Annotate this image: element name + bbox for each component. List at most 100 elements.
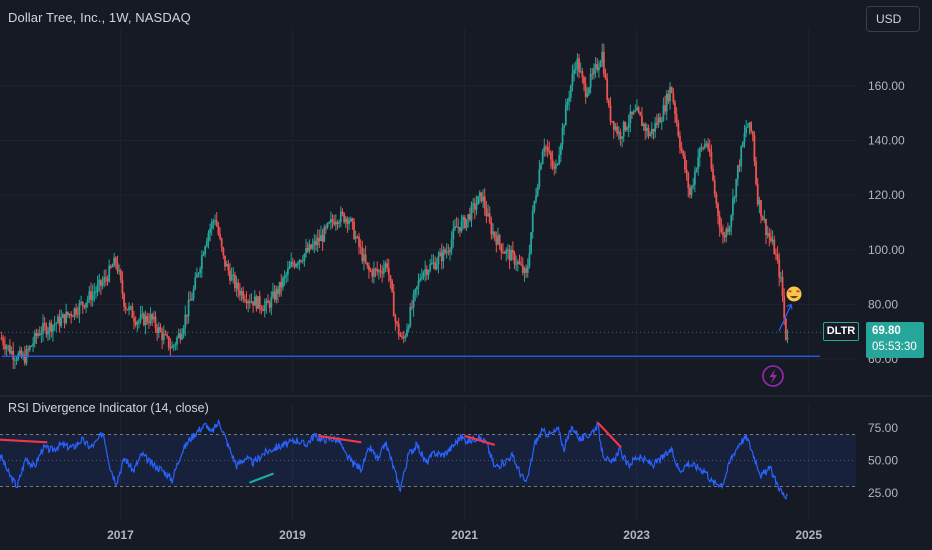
candle (179, 328, 182, 344)
candle (478, 190, 481, 204)
candle (680, 141, 683, 154)
candle (432, 254, 435, 269)
candle (111, 263, 114, 268)
candle (647, 124, 650, 139)
candle (118, 264, 121, 275)
candle (159, 323, 162, 333)
candle (723, 231, 726, 243)
candle (267, 294, 269, 304)
candle (430, 254, 433, 265)
candle (248, 294, 251, 309)
candle (376, 261, 379, 276)
candle (373, 261, 375, 284)
candle (156, 323, 159, 341)
candle (679, 131, 681, 154)
candle (586, 87, 589, 98)
candle (27, 345, 30, 358)
candle (136, 320, 139, 332)
bearish-divergence-line (0, 438, 48, 444)
candle (695, 167, 698, 173)
candle (65, 303, 68, 325)
candle (571, 64, 574, 92)
candle (328, 220, 331, 225)
rsi-indicator-title[interactable]: RSI Divergence Indicator (14, close) (8, 401, 209, 415)
candle (490, 216, 493, 240)
candle (320, 225, 322, 242)
candle (323, 224, 326, 243)
candle (227, 259, 230, 276)
candle (191, 292, 193, 301)
candle (761, 215, 764, 221)
candle (596, 57, 599, 73)
candle (467, 213, 470, 228)
candle (181, 328, 183, 341)
candle (510, 245, 513, 261)
candle (369, 267, 372, 273)
candle (106, 275, 109, 286)
candle (416, 285, 418, 298)
candle (722, 224, 724, 244)
candle (37, 329, 39, 339)
candle (718, 210, 721, 237)
candle (713, 175, 716, 198)
candle (98, 273, 101, 293)
candle (516, 259, 519, 272)
candle (685, 160, 688, 181)
candle (272, 282, 274, 299)
candle (57, 314, 59, 324)
candle (176, 335, 178, 350)
candle (444, 247, 446, 255)
candle (468, 207, 471, 223)
candle (2, 335, 5, 350)
candle (285, 271, 288, 284)
candle (100, 279, 102, 296)
candle (33, 329, 36, 348)
candle (250, 293, 253, 304)
candle (9, 339, 11, 355)
candle (80, 295, 82, 306)
candle (445, 243, 448, 259)
candle (364, 245, 367, 265)
rsi-tick-label: 25.00 (868, 486, 898, 500)
candle (143, 311, 145, 327)
candle (30, 345, 33, 347)
candle (740, 144, 743, 172)
candle (411, 300, 413, 311)
candle (684, 151, 686, 174)
candle (243, 294, 246, 303)
candle (217, 221, 220, 237)
candle (348, 217, 350, 231)
candle (397, 317, 400, 340)
candle (296, 261, 299, 269)
candle (745, 119, 748, 138)
candle (720, 218, 723, 234)
candle (258, 290, 261, 314)
price-tick-label: 80.00 (868, 297, 898, 311)
candle (422, 270, 425, 281)
candle (675, 107, 678, 127)
candle (83, 304, 86, 310)
currency-button[interactable]: USD (866, 6, 920, 32)
candle (760, 199, 762, 224)
candle (639, 111, 642, 116)
candle (710, 144, 713, 172)
candle (735, 178, 738, 203)
candle (93, 282, 96, 302)
candle (63, 314, 66, 329)
candle (528, 244, 531, 269)
chart-title: Dollar Tree, Inc., 1W, NASDAQ (8, 10, 191, 25)
candle (617, 126, 620, 141)
candle (758, 196, 761, 214)
bearish-divergence-line (597, 422, 622, 449)
candle (379, 263, 382, 278)
candle (409, 302, 412, 328)
candle (748, 122, 751, 135)
candle (55, 322, 58, 332)
star-struck-emoji-icon (786, 286, 802, 302)
candle (252, 301, 255, 313)
candle (245, 291, 248, 310)
candle (300, 259, 303, 263)
candle (593, 63, 595, 80)
candle (234, 271, 236, 292)
